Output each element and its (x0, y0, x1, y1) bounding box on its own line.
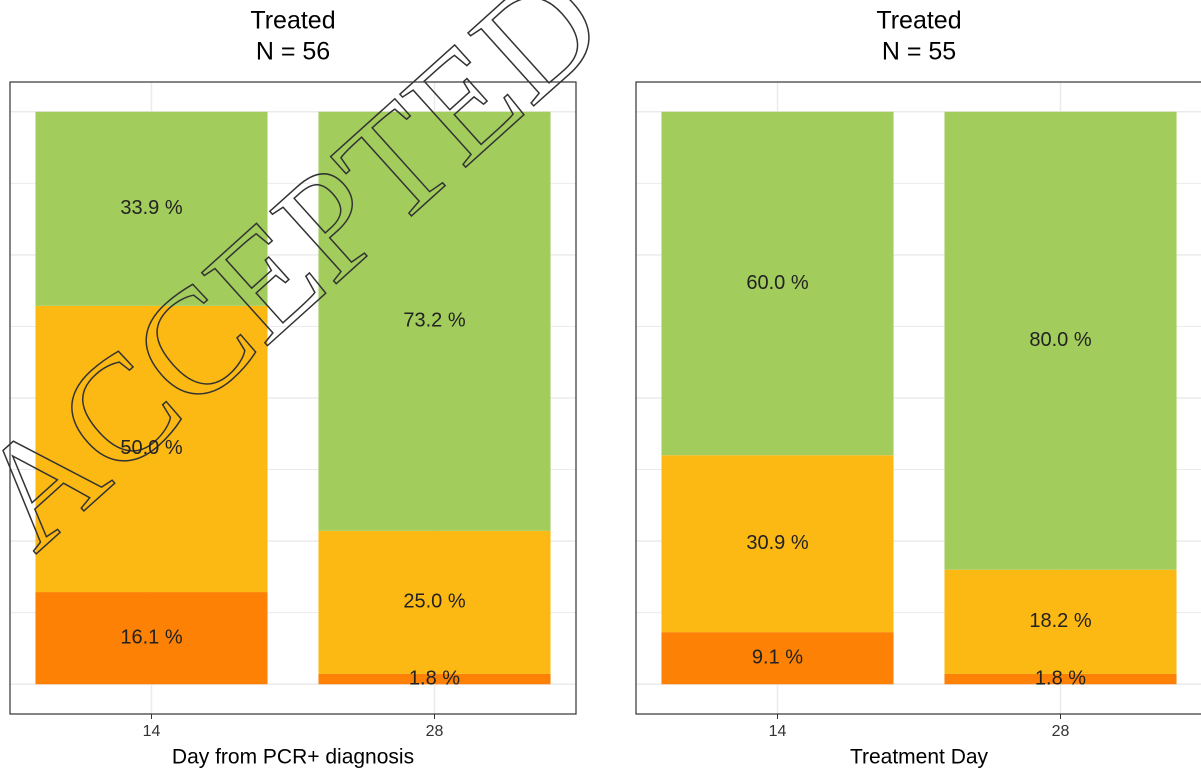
bar-segment (318, 111, 551, 531)
bar-segment (318, 673, 551, 685)
chart-subtitle: N = 56 (256, 38, 330, 66)
x-tick-label: 14 (143, 723, 161, 740)
data-label: 25.0 % (403, 591, 465, 613)
x-tick-label: 28 (426, 723, 444, 740)
data-label: 73.2 % (403, 310, 465, 332)
data-label: 16.1 % (120, 626, 182, 648)
bar-segment (35, 592, 268, 685)
chart-title: Treated (876, 7, 961, 35)
bar-segment (35, 305, 268, 593)
bar-segment (944, 673, 1177, 685)
data-label: 60.0 % (746, 272, 808, 294)
data-label: 30.9 % (746, 532, 808, 554)
bar-segment (661, 632, 894, 685)
bar-segment (661, 455, 894, 633)
data-label: 1.8 % (1035, 667, 1086, 689)
x-axis-label: Treatment Day (850, 746, 989, 769)
bar-segment (318, 530, 551, 674)
chart-title: Treated (250, 7, 335, 35)
bar-segment (35, 111, 268, 306)
x-axis-label: Day from PCR+ diagnosis (172, 746, 414, 769)
data-label: 18.2 % (1029, 610, 1091, 632)
bar-segment (661, 111, 894, 456)
data-label: 50.0 % (120, 437, 182, 459)
bar-segment (944, 111, 1177, 570)
data-label: 1.8 % (409, 667, 460, 689)
panel-border (635, 81, 1201, 715)
data-label: 33.9 % (120, 197, 182, 219)
bar-segment (944, 569, 1177, 674)
x-tick-label: 28 (1052, 723, 1070, 740)
data-label: 9.1 % (752, 646, 803, 668)
x-tick-label: 14 (769, 723, 787, 740)
chart-subtitle: N = 55 (882, 38, 956, 66)
data-label: 80.0 % (1029, 329, 1091, 351)
panel-border (9, 81, 577, 715)
